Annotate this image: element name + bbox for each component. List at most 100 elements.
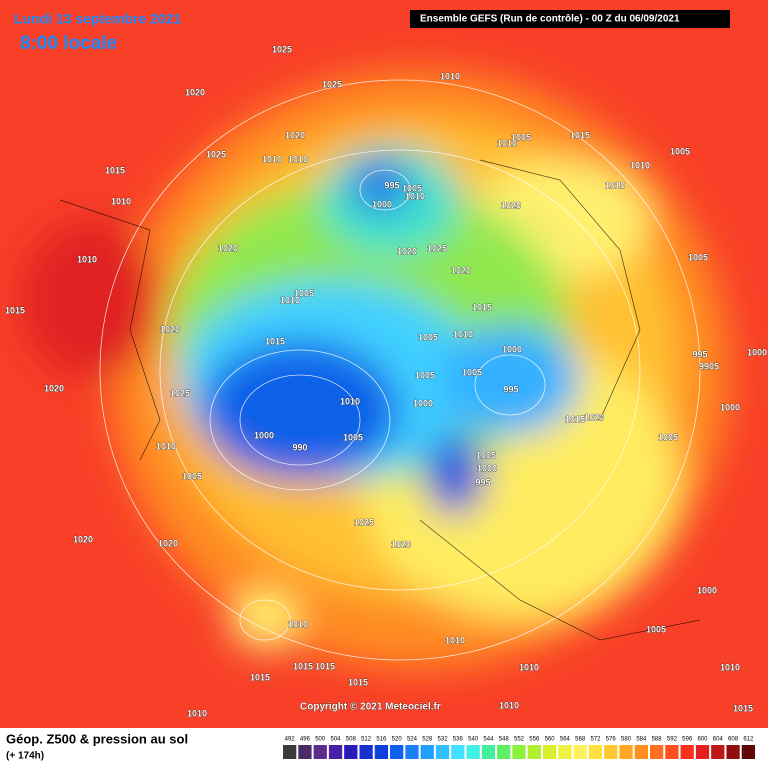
- isobar-label: 1005: [402, 183, 422, 193]
- colorbar-swatch: [497, 745, 511, 759]
- isobar-label: 1015: [733, 703, 753, 713]
- isobar-label: 1015: [315, 661, 335, 671]
- colorbar-label: 580: [621, 737, 632, 743]
- isobar-label: 1010: [630, 160, 650, 170]
- isobar-label: 1015: [265, 336, 285, 346]
- colorbar-label: 556: [529, 737, 540, 743]
- colorbar-label: 516: [376, 737, 387, 743]
- colorbar-swatch: [466, 745, 480, 759]
- isobar-label: 1010: [405, 191, 425, 201]
- isobar-label: 1005: [670, 146, 690, 156]
- date: Lundi 13 septembre 2021: [14, 11, 182, 27]
- colorbar-swatch: [313, 745, 327, 759]
- colorbar-label: 572: [590, 737, 601, 743]
- colorbar-label: 492: [285, 737, 296, 743]
- isobar-label: 1010: [262, 154, 282, 164]
- isobar-label: 1025: [427, 243, 447, 253]
- colorbar-label: 584: [636, 737, 647, 743]
- colorbar-swatch: [405, 745, 419, 759]
- isobar-label: 1005: [688, 252, 708, 262]
- run-info: Ensemble GEFS (Run de contrôle) - 00 Z d…: [420, 14, 680, 25]
- colorbar-label: 604: [713, 737, 724, 743]
- colorbar-label: 504: [331, 737, 342, 743]
- isobar-label: 1010: [497, 138, 517, 148]
- colorbar-label: 496: [300, 737, 311, 743]
- isobar-label: 995: [384, 180, 399, 190]
- colorbar-label: 608: [728, 737, 739, 743]
- colorbar-swatch: [527, 745, 541, 759]
- colorbar-swatch: [481, 745, 496, 759]
- colorbar-swatch: [298, 745, 312, 759]
- isobar-label: 1015: [105, 165, 125, 175]
- isobar-label: 1015: [250, 672, 270, 682]
- colorbar-label: 532: [438, 737, 449, 743]
- isobar-label: 990: [292, 442, 307, 452]
- isobar-label: 9905: [699, 361, 719, 371]
- isobar-label: 1020: [185, 87, 205, 97]
- isobar-label: 1010: [605, 180, 625, 190]
- isobar-label: 1005: [182, 471, 202, 481]
- colorbar-swatch: [451, 745, 465, 759]
- isobar-label: 1020: [285, 130, 305, 140]
- isobar-label: 1010: [187, 708, 207, 718]
- isobar-label: 1015: [570, 130, 590, 140]
- isobar-label: 1020: [158, 538, 178, 548]
- colorbar-label: 600: [697, 737, 708, 743]
- colorbar-swatch: [558, 745, 572, 759]
- isobar-label: 1020: [397, 246, 417, 256]
- isobar-label: 1020: [44, 383, 64, 393]
- isobar-label: 1015: [348, 677, 368, 687]
- colorbar-label: 528: [422, 737, 433, 743]
- colorbar: 492 496 500 504 508 512 516 520 524 528 532 536 540 5…: [283, 737, 755, 759]
- colorbar-label: 568: [575, 737, 586, 743]
- footer-title: Géop. Z500 & pression au sol: [6, 731, 188, 746]
- colorbar-label: 508: [346, 737, 357, 743]
- colorbar-label: 552: [514, 737, 525, 743]
- colorbar-swatch: [619, 745, 633, 759]
- isobar-label: 1025: [206, 149, 226, 159]
- isobar-label: 1010: [280, 295, 300, 305]
- isobar-label: 1000: [502, 344, 522, 354]
- colorbar-swatch: [328, 745, 343, 759]
- run-banner: [410, 10, 730, 28]
- colorbar-label: 544: [483, 737, 494, 743]
- isobar-label: 1025: [272, 44, 292, 54]
- colorbar-label: 512: [361, 737, 372, 743]
- isobar-label: 1000: [697, 585, 717, 595]
- isobar-label: 1020: [501, 200, 521, 210]
- copyright: Copyright © 2021 Meteociel.fr: [300, 702, 441, 713]
- colorbar-swatch: [588, 745, 603, 759]
- isobar-label: 1020: [391, 539, 411, 549]
- isobar-label: 1005: [511, 132, 531, 142]
- isobar-label: 1010: [111, 196, 131, 206]
- colorbar-swatch: [512, 745, 526, 759]
- colorbar-label: 536: [453, 737, 464, 743]
- isobar-label: 1005: [415, 370, 435, 380]
- colorbar-label: 592: [667, 737, 678, 743]
- isobar-label: 1020: [73, 534, 93, 544]
- colorbar-label: 524: [407, 737, 418, 743]
- isobar-label: 1005: [294, 288, 314, 298]
- isobar-label: 1010: [77, 254, 97, 264]
- isobar-label: 1010: [288, 154, 308, 164]
- isobar-label: 1010: [720, 662, 740, 672]
- isobar-label: 1005: [646, 624, 666, 634]
- isobar-label: 1010: [519, 662, 539, 672]
- time: 8:00 locale: [20, 33, 117, 54]
- colorbar-swatch: [435, 745, 450, 759]
- isobar-label: 1005: [658, 432, 678, 442]
- colorbar-swatch: [573, 745, 587, 759]
- isobar-label: 1010: [288, 619, 308, 629]
- colorbar-swatch: [665, 745, 679, 759]
- isobar-label: 995: [475, 477, 490, 487]
- colorbar-swatch: [711, 745, 725, 759]
- colorbar-label: 564: [560, 737, 571, 743]
- colorbar-label: 540: [468, 737, 479, 743]
- isobar-label: 995: [503, 384, 518, 394]
- isobar-label: 1010: [156, 441, 176, 451]
- colorbar-swatch: [344, 745, 358, 759]
- colorbar-label: 560: [545, 737, 556, 743]
- isobar-label: 1015: [472, 302, 492, 312]
- isobar-label: 1000: [372, 199, 392, 209]
